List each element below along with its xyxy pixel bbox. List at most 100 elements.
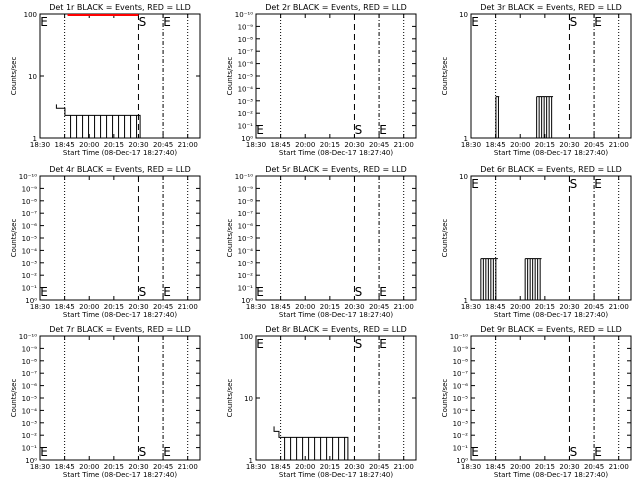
y-axis-label: Counts/sec [10, 379, 18, 418]
y-tick-label: 10⁻⁴ [453, 407, 469, 415]
y-tick-label: 10⁰ [241, 297, 253, 305]
x-tick-label: 20:15 [535, 303, 555, 311]
x-tick-label: 20:30 [344, 141, 364, 149]
x-tick-label: 20:00 [295, 463, 315, 471]
x-tick-label: 20:00 [295, 141, 315, 149]
x-tick-label: 21:00 [609, 141, 629, 149]
y-tick-label: 10⁻³ [22, 260, 38, 268]
x-tick-label: 20:15 [535, 463, 555, 471]
y-axis-label: Counts/sec [10, 57, 18, 96]
marker-label: E [379, 123, 387, 137]
x-tick-label: 20:30 [559, 463, 579, 471]
x-tick-label: 21:00 [178, 141, 198, 149]
y-tick-label: 10⁰ [25, 297, 37, 305]
x-tick-label: 20:00 [510, 463, 530, 471]
y-tick-label: 10⁻⁸ [238, 198, 254, 206]
y-tick-label: 10⁻² [453, 432, 469, 440]
y-tick-label: 10⁻⁸ [238, 36, 254, 44]
y-tick-label: 10⁻³ [22, 420, 38, 428]
panel-title: Det 9r BLACK = Events, RED = LLD [480, 325, 622, 334]
x-tick-label: 20:00 [510, 141, 530, 149]
marker-label: E [471, 15, 479, 29]
y-tick-label: 1 [464, 135, 468, 143]
panel-det-1: Det 1r BLACK = Events, RED = LLD 18:30 18:… [10, 3, 201, 157]
x-tick-label: 20:15 [320, 141, 340, 149]
events-series [273, 426, 349, 460]
x-tick-label: 20:30 [128, 303, 148, 311]
x-axis-label: Start Time (08-Dec-17 18:27:40) [279, 471, 393, 479]
y-tick-label: 10 [459, 11, 468, 19]
marker-label: E [256, 285, 264, 299]
x-axis-label: Start Time (08-Dec-17 18:27:40) [63, 149, 177, 157]
y-tick-label: 10⁰ [25, 457, 37, 465]
x-tick-label: 20:15 [104, 141, 124, 149]
marker-label: E [379, 337, 387, 351]
y-tick-label: 10⁻⁴ [22, 407, 38, 415]
y-tick-label: 10⁻⁹ [238, 185, 254, 193]
plot-frame [39, 175, 201, 301]
x-tick-label: 18:45 [271, 303, 291, 311]
events-series [495, 96, 554, 138]
x-axis-label: Start Time (08-Dec-17 18:27:40) [279, 311, 393, 319]
panel-title: Det 1r BLACK = Events, RED = LLD [49, 3, 191, 12]
x-tick-label: 18:30 [30, 303, 50, 311]
panel-det-3: Det 3r BLACK = Events, RED = LLD 18:30 18:… [441, 3, 632, 157]
y-tick-label: 100 [24, 11, 37, 19]
plot-frame [255, 13, 417, 139]
y-tick-label: 10⁻¹ [238, 285, 254, 293]
y-tick-label: 10⁻⁸ [22, 198, 38, 206]
y-tick-label: 10⁻⁶ [22, 223, 38, 231]
x-tick-label: 20:45 [153, 463, 173, 471]
y-tick-label: 10⁻⁷ [453, 370, 469, 378]
marker-label: E [594, 15, 602, 29]
y-axis-label: Counts/sec [226, 219, 234, 258]
marker-label: E [594, 445, 602, 459]
y-axis-label: Counts/sec [441, 219, 449, 258]
x-tick-label: 20:00 [79, 303, 99, 311]
x-tick-label: 21:00 [394, 303, 414, 311]
y-tick-label: 10⁻⁶ [453, 383, 469, 391]
y-tick-label: 1 [33, 135, 37, 143]
marker-label: S [570, 15, 578, 29]
x-tick-label: 18:45 [55, 303, 75, 311]
y-tick-label: 10⁻¹ [453, 445, 469, 453]
marker-label: S [355, 337, 363, 351]
y-tick-label: 1 [464, 297, 468, 305]
x-tick-label: 20:15 [320, 303, 340, 311]
y-tick-label: 10⁻¹⁰ [235, 173, 253, 181]
x-tick-label: 18:45 [271, 141, 291, 149]
x-tick-label: 20:15 [104, 463, 124, 471]
x-tick-label: 20:45 [369, 141, 389, 149]
y-tick-label: 10⁻⁵ [22, 395, 38, 403]
x-tick-label: 20:45 [369, 463, 389, 471]
x-axis-label: Start Time (08-Dec-17 18:27:40) [279, 149, 393, 157]
panel-title: Det 8r BLACK = Events, RED = LLD [265, 325, 407, 334]
plot-frame [470, 335, 632, 461]
y-tick-label: 10⁻⁵ [238, 235, 254, 243]
marker-label: S [139, 15, 147, 29]
panel-det-8: Det 8r BLACK = Events, RED = LLD 18:30 18:… [226, 325, 417, 479]
marker-label: E [594, 177, 602, 191]
x-tick-label: 20:15 [320, 463, 340, 471]
x-tick-label: 20:15 [535, 141, 555, 149]
x-axis-label: Start Time (08-Dec-17 18:27:40) [494, 471, 608, 479]
y-axis-label: Counts/sec [226, 57, 234, 96]
y-tick-label: 10⁻¹⁰ [19, 333, 37, 341]
x-tick-label: 18:30 [461, 463, 481, 471]
x-axis-label: Start Time (08-Dec-17 18:27:40) [494, 149, 608, 157]
panel-title: Det 4r BLACK = Events, RED = LLD [49, 165, 191, 174]
x-tick-label: 21:00 [178, 463, 198, 471]
x-tick-label: 20:00 [79, 463, 99, 471]
events-series [480, 258, 542, 300]
marker-label: E [163, 445, 171, 459]
y-tick-label: 100 [240, 333, 253, 341]
y-tick-label: 10⁻² [22, 432, 38, 440]
panel-det-5: Det 5r BLACK = Events, RED = LLD 18:30 18:… [226, 165, 417, 319]
x-tick-label: 20:00 [510, 303, 530, 311]
panel-title: Det 7r BLACK = Events, RED = LLD [49, 325, 191, 334]
x-tick-label: 20:30 [344, 463, 364, 471]
plot-frame [255, 175, 417, 301]
plot-frame [255, 335, 417, 461]
x-tick-label: 18:45 [55, 141, 75, 149]
